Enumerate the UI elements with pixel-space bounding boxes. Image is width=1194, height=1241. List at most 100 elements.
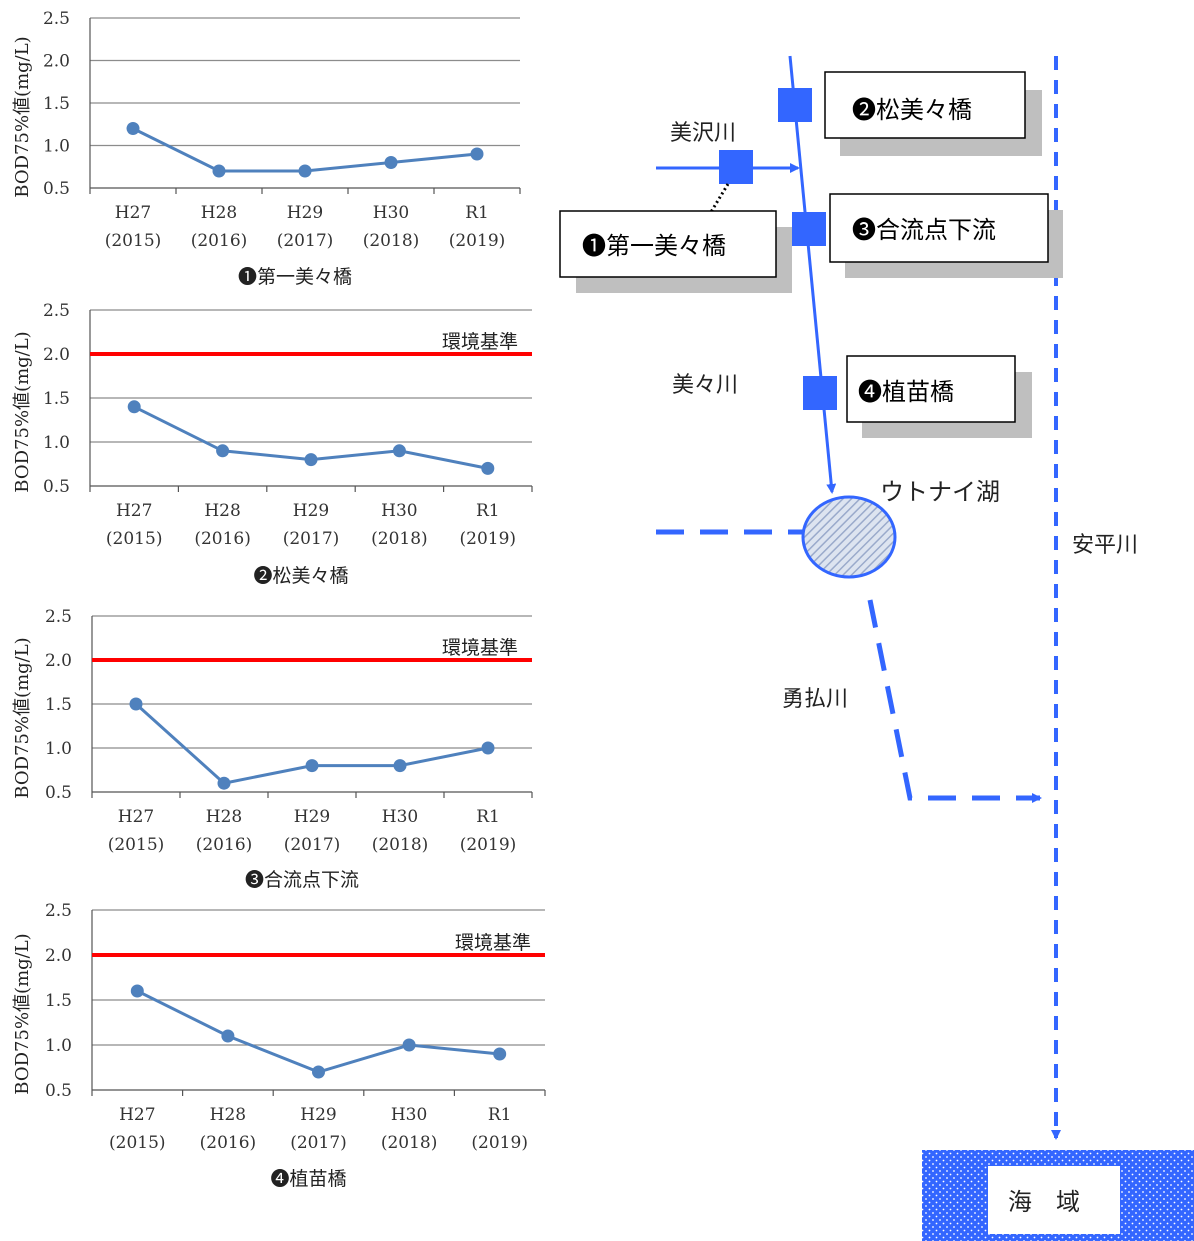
data-point: [129, 697, 143, 711]
sea-label: 海 域: [1008, 1188, 1080, 1216]
x-tick-label: H27: [116, 501, 152, 521]
svg-text:❹植苗橋: ❹植苗橋: [858, 378, 954, 406]
sea-label-box: [988, 1166, 1120, 1234]
y-tick-label: 0.5: [45, 783, 72, 803]
x-tick-label: R1: [476, 501, 500, 521]
x-tick-sublabel: (2018): [372, 835, 429, 855]
station-marker-4: [803, 376, 837, 410]
data-point: [493, 1047, 507, 1061]
bibi-river-label: 美々川: [672, 373, 738, 398]
y-tick-label: 1.5: [43, 389, 70, 409]
x-tick-sublabel: (2016): [196, 835, 253, 855]
y-tick-label: 1.0: [45, 739, 72, 759]
y-tick-label: 2.5: [43, 9, 70, 29]
misawa-river-label: 美沢川: [670, 121, 736, 146]
x-tick-label: H27: [119, 1105, 155, 1125]
x-tick-label: R1: [476, 807, 500, 827]
y-tick-label: 2.0: [45, 651, 72, 671]
x-tick-sublabel: (2019): [460, 529, 517, 549]
svg-text:❷松美々橋: ❷松美々橋: [852, 96, 972, 124]
station-label-4: ❹植苗橋: [846, 355, 1032, 438]
station-label-1: ❶第一美々橋: [559, 210, 792, 293]
x-tick-sublabel: (2019): [471, 1133, 528, 1153]
x-tick-label: H28: [210, 1105, 246, 1125]
station-label-3: ❸合流点下流: [829, 193, 1063, 278]
data-point: [298, 164, 312, 178]
station-marker-2: [778, 88, 812, 122]
data-point: [481, 741, 495, 755]
yufutsu-river-label: 勇払川: [782, 687, 848, 712]
y-tick-label: 0.5: [45, 1081, 72, 1101]
chart-caption: ❷松美々橋: [253, 565, 348, 587]
standard-label: 環境基準: [442, 637, 518, 659]
x-tick-sublabel: (2015): [108, 835, 165, 855]
x-tick-label: H27: [115, 203, 151, 223]
x-tick-sublabel: (2017): [290, 1133, 347, 1153]
chart-4: 0.5 1.0 1.5 2.0 2.5 H27 (2015) H28 (2016) H29 (201…: [12, 901, 546, 1190]
x-tick-label: H30: [382, 807, 418, 827]
y-tick-label: 2.5: [45, 901, 72, 921]
x-tick-sublabel: (2015): [105, 231, 162, 251]
svg-text:❶第一美々橋: ❶第一美々橋: [582, 232, 726, 260]
data-point: [130, 984, 144, 998]
x-tick-label: H29: [294, 807, 330, 827]
x-tick-sublabel: (2017): [277, 231, 334, 251]
yufutsu-river-line: [867, 599, 1042, 803]
station-label-2: ❷松美々橋: [824, 71, 1042, 156]
bibi-river-line: [788, 55, 837, 494]
x-tick-label: H28: [206, 807, 242, 827]
y-tick-label: 2.5: [43, 301, 70, 321]
x-tick-label: H29: [287, 203, 323, 223]
data-point: [402, 1038, 416, 1052]
data-point: [221, 1029, 235, 1043]
lake-label: ウトナイ湖: [880, 478, 1000, 506]
data-point: [392, 444, 406, 458]
x-tick-sublabel: (2015): [109, 1133, 166, 1153]
data-point: [384, 156, 398, 169]
chart-caption: ❶第一美々橋: [238, 266, 352, 288]
data-point: [393, 759, 407, 773]
y-tick-label: 2.0: [43, 52, 70, 72]
chart-3: 0.5 1.0 1.5 2.0 2.5 H27 (2015) H28 (2016) H29 (201…: [12, 607, 533, 891]
x-tick-sublabel: (2017): [283, 529, 340, 549]
y-tick-label: 1.5: [45, 695, 72, 715]
data-point: [312, 1065, 325, 1079]
data-point: [217, 776, 231, 790]
y-tick-label: 1.0: [43, 433, 70, 453]
abira-river-label: 安平川: [1072, 533, 1138, 558]
svg-text:❸合流点下流: ❸合流点下流: [852, 216, 996, 244]
station-marker-1: [719, 150, 753, 184]
y-tick-label: 1.0: [43, 137, 70, 157]
data-point: [126, 122, 140, 135]
standard-label: 環境基準: [442, 331, 518, 353]
chart-caption: ❹植苗橋: [270, 1168, 346, 1190]
y-tick-label: 0.5: [43, 477, 70, 497]
y-tick-label: 2.0: [43, 345, 70, 365]
x-tick-label: H28: [201, 203, 237, 223]
data-point: [216, 444, 230, 458]
y-axis-label: BOD75%値(mg/L): [12, 933, 33, 1094]
x-tick-label: H29: [293, 501, 329, 521]
x-tick-label: H28: [204, 501, 240, 521]
x-tick-sublabel: (2015): [106, 529, 163, 549]
x-tick-label: R1: [465, 203, 489, 223]
x-tick-sublabel: (2016): [200, 1133, 257, 1153]
station-1-leader: [709, 183, 730, 213]
x-tick-label: H30: [391, 1105, 427, 1125]
y-axis-label: BOD75%値(mg/L): [12, 331, 33, 492]
x-tick-sublabel: (2019): [449, 231, 506, 251]
data-point: [481, 461, 495, 475]
x-tick-sublabel: (2018): [381, 1133, 438, 1153]
y-tick-label: 1.0: [45, 1036, 72, 1056]
chart-2: 0.5 1.0 1.5 2.0 2.5 H27 (2015) H28 (2016) H29 (201…: [12, 301, 533, 587]
data-point: [304, 453, 318, 467]
y-tick-label: 1.5: [45, 991, 72, 1011]
y-axis-label: BOD75%値(mg/L): [12, 637, 33, 798]
y-tick-label: 2.5: [45, 607, 72, 627]
x-tick-sublabel: (2018): [363, 231, 420, 251]
x-tick-sublabel: (2016): [191, 231, 248, 251]
y-tick-label: 2.0: [45, 946, 72, 966]
x-tick-sublabel: (2017): [284, 835, 341, 855]
